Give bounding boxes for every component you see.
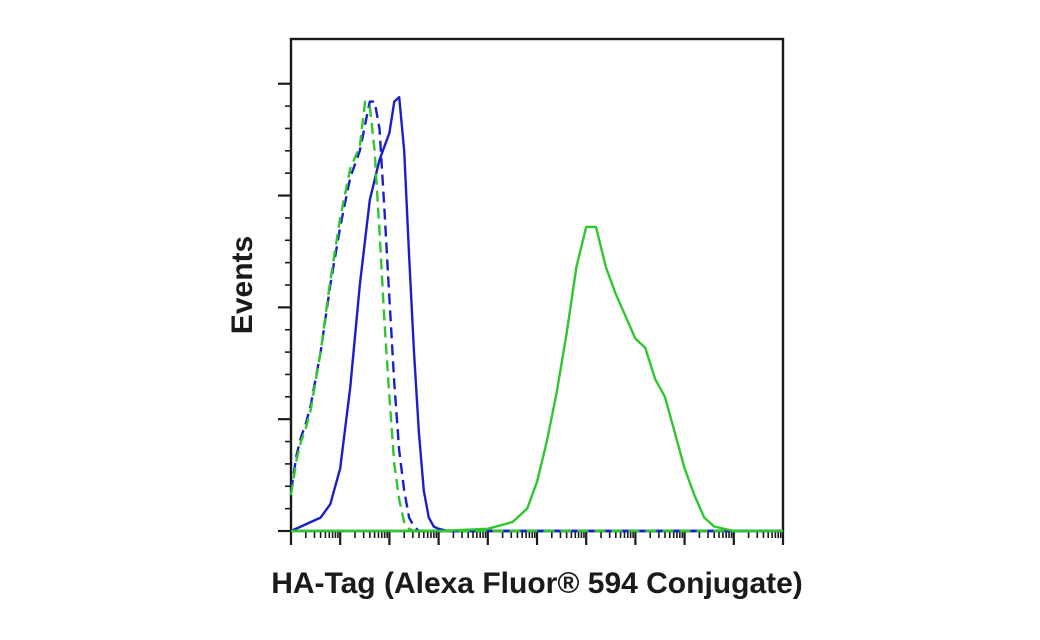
series-line-3 <box>289 100 783 533</box>
series-layer <box>289 95 783 533</box>
y-axis-ticks <box>278 82 291 533</box>
x-axis-ticks <box>289 531 785 545</box>
series-line-1 <box>290 95 783 533</box>
plot-frame <box>289 37 785 533</box>
y-axis-title: Events <box>226 236 259 334</box>
series-line-4 <box>291 225 783 533</box>
x-axis-title: HA-Tag (Alexa Fluor® 594 Conjugate) <box>271 567 803 600</box>
series-line-2 <box>289 100 783 533</box>
